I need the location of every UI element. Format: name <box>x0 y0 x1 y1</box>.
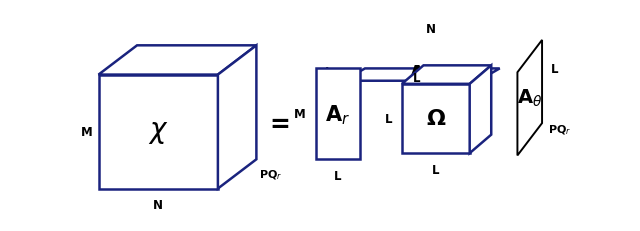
Text: $\mathbf{A}_r$: $\mathbf{A}_r$ <box>326 103 351 126</box>
Polygon shape <box>402 85 470 153</box>
Text: $\mathbf{A}_\theta$: $\mathbf{A}_\theta$ <box>517 88 543 109</box>
Polygon shape <box>344 69 500 81</box>
Text: $\mathbf{A}_v$: $\mathbf{A}_v$ <box>408 64 435 87</box>
Text: M: M <box>81 125 92 138</box>
Text: L: L <box>385 112 392 125</box>
Polygon shape <box>517 41 542 156</box>
Polygon shape <box>218 46 257 189</box>
Text: PQ$_r$: PQ$_r$ <box>259 168 282 182</box>
Text: L: L <box>325 66 333 79</box>
Text: M: M <box>294 108 306 121</box>
Text: L: L <box>334 170 342 182</box>
Text: $\mathbf{\Omega}$: $\mathbf{\Omega}$ <box>426 109 446 129</box>
Text: PQ$_r$: PQ$_r$ <box>548 123 572 136</box>
Polygon shape <box>99 46 257 75</box>
Polygon shape <box>99 75 218 189</box>
Polygon shape <box>316 69 360 160</box>
Text: L: L <box>551 63 559 76</box>
Text: L: L <box>413 72 420 85</box>
Polygon shape <box>470 66 492 153</box>
Text: N: N <box>426 22 435 35</box>
Text: =: = <box>270 112 291 136</box>
Polygon shape <box>402 66 492 85</box>
Text: L: L <box>432 163 440 176</box>
Text: N: N <box>153 198 163 211</box>
Text: $\mathit{\chi}$: $\mathit{\chi}$ <box>148 119 168 146</box>
